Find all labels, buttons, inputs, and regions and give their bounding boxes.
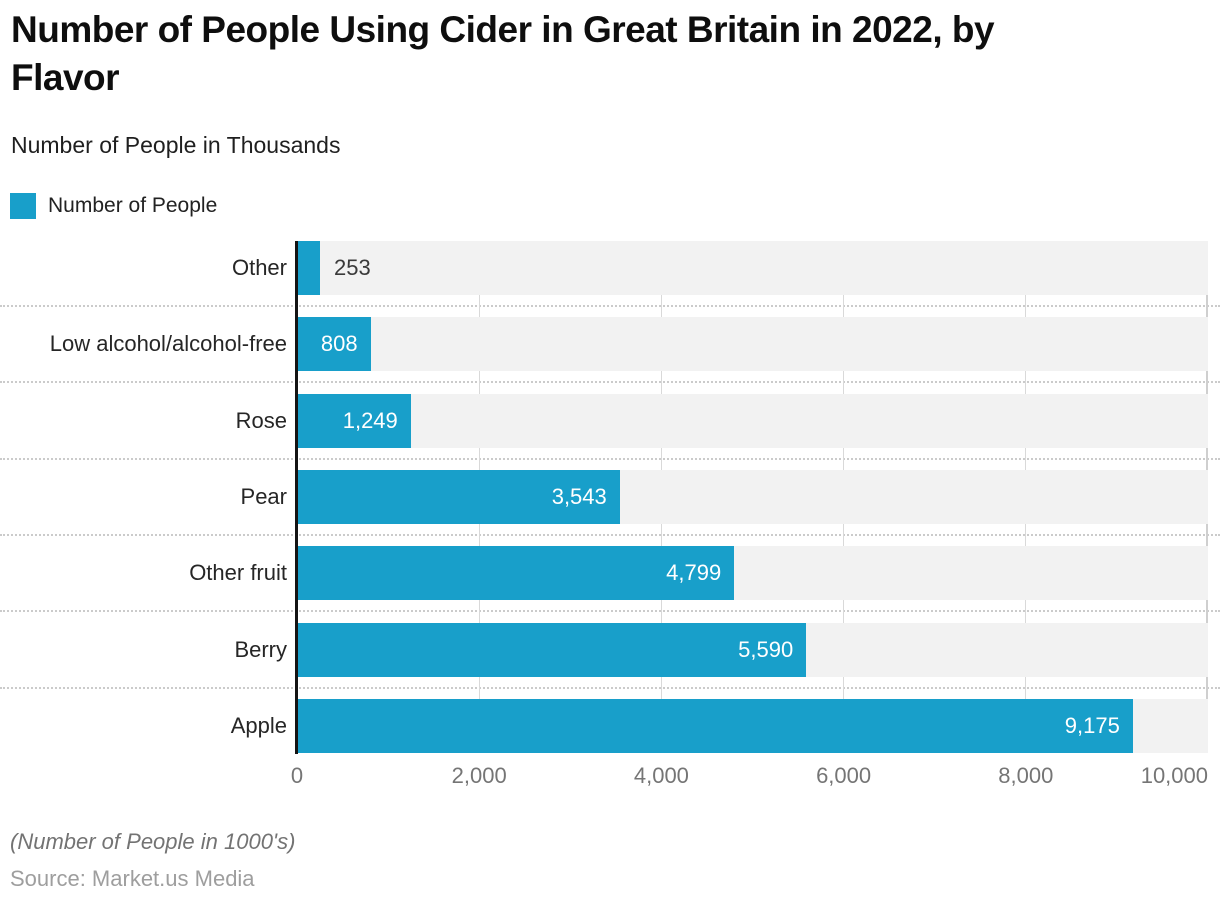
bar-track — [297, 241, 1208, 295]
source-credit: Source: Market.us Media — [10, 866, 255, 891]
value-label: 4,799 — [666, 560, 722, 585]
chart-title: Number of People Using Cider in Great Br… — [11, 6, 1211, 102]
category-label: Berry — [234, 637, 287, 662]
bar-other-fruit[interactable] — [297, 546, 735, 600]
bar-track — [297, 317, 1208, 371]
chart-subtitle: Number of People in Thousands — [11, 132, 341, 158]
chart-title-line-2: Flavor — [11, 57, 120, 98]
bar-berry[interactable] — [297, 623, 807, 677]
row-separator — [0, 610, 1220, 612]
chart-footnote: (Number of People in 1000's) — [10, 829, 296, 854]
value-label: 5,590 — [738, 637, 794, 662]
category-label: Low alcohol/alcohol-free — [49, 331, 287, 356]
row-separator — [0, 458, 1220, 460]
row-separator — [0, 381, 1220, 383]
value-label: 3,543 — [551, 484, 607, 509]
value-label: 808 — [320, 331, 358, 356]
x-tick-label: 6,000 — [816, 763, 872, 788]
value-label: 9,175 — [1064, 713, 1120, 738]
category-label: Other fruit — [189, 560, 287, 585]
value-label: 1,249 — [342, 408, 398, 433]
bar-apple[interactable] — [297, 699, 1133, 753]
row-separator — [0, 534, 1220, 536]
bar-track — [297, 394, 1208, 448]
y-axis-line — [295, 241, 298, 754]
row-separator — [0, 305, 1220, 307]
bar-other[interactable] — [297, 241, 321, 295]
chart-title-line-1: Number of People Using Cider in Great Br… — [11, 9, 995, 50]
legend-label: Number of People — [48, 194, 218, 217]
x-tick-label: 2,000 — [451, 763, 507, 788]
category-label: Other — [231, 255, 287, 280]
x-tick-label: 8,000 — [998, 763, 1054, 788]
category-label: Apple — [230, 713, 287, 738]
legend-swatch-icon — [10, 193, 36, 219]
x-tick-label: 10,000 — [1140, 763, 1208, 788]
value-label: 253 — [334, 255, 371, 280]
legend-item[interactable]: Number of People — [10, 193, 217, 219]
row-separator — [0, 687, 1220, 689]
category-label: Rose — [235, 408, 287, 433]
x-tick-label: 0 — [290, 763, 304, 788]
plot-area: 253 808 1,249 3,543 4,799 5,590 9,175 — [297, 241, 1208, 753]
bar-pear[interactable] — [297, 470, 620, 524]
bar-rose[interactable] — [297, 394, 411, 448]
category-label: Pear — [240, 484, 287, 509]
bar-low-alcohol-alcohol-free[interactable] — [297, 317, 371, 371]
x-tick-label: 4,000 — [633, 763, 689, 788]
